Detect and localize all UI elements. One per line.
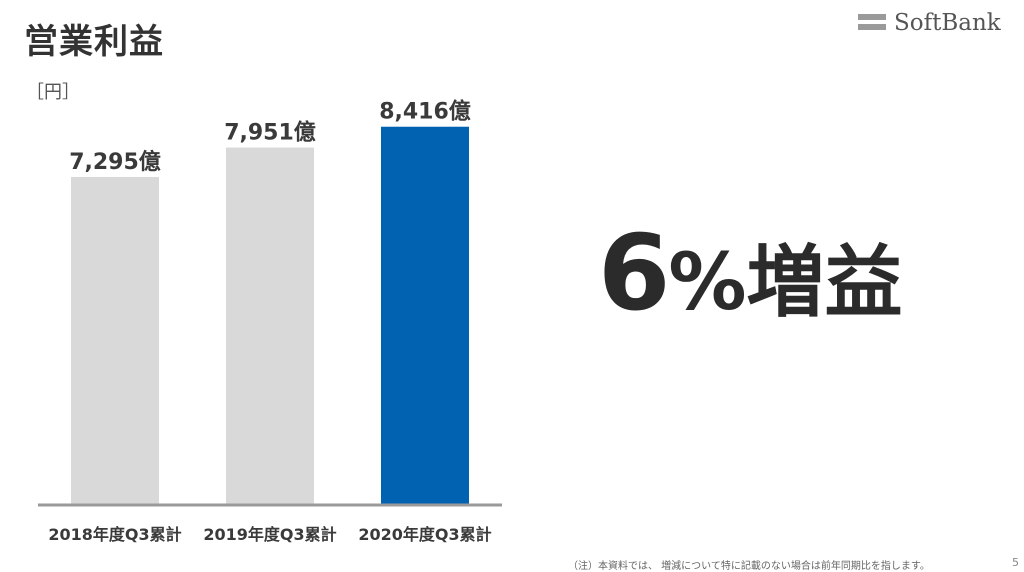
growth-number: 6 — [598, 212, 670, 334]
footnote: （注）本資料では、 増減について特に記載のない場合は前年同期比を指します。 — [568, 561, 930, 572]
data-label-2: 7,951億 — [224, 120, 316, 146]
category-label-2: 2019年度Q3累計 — [203, 525, 336, 544]
data-label-1: 7,295億 — [69, 149, 161, 175]
bar-2 — [226, 147, 314, 504]
bar-1 — [71, 176, 159, 504]
growth-text: %増益 — [668, 238, 903, 328]
unit-label: ［円］ — [26, 82, 80, 103]
logo-bars-icon — [858, 14, 886, 34]
page-number: 5 — [1012, 556, 1019, 569]
data-label-3: 8,416億 — [379, 99, 471, 125]
page-title: 営業利益 — [24, 22, 164, 62]
category-label-3: 2020年度Q3累計 — [358, 525, 491, 544]
bar-3 — [381, 126, 469, 505]
logo-text: SoftBank — [894, 10, 1001, 36]
operating-income-bar-chart: 7,295億 2018年度Q3累計 7,951億 2019年度Q3累計 8,416億 20… — [38, 99, 502, 544]
growth-headline: 6%増益 — [598, 212, 903, 334]
category-label-1: 2018年度Q3累計 — [48, 525, 181, 544]
